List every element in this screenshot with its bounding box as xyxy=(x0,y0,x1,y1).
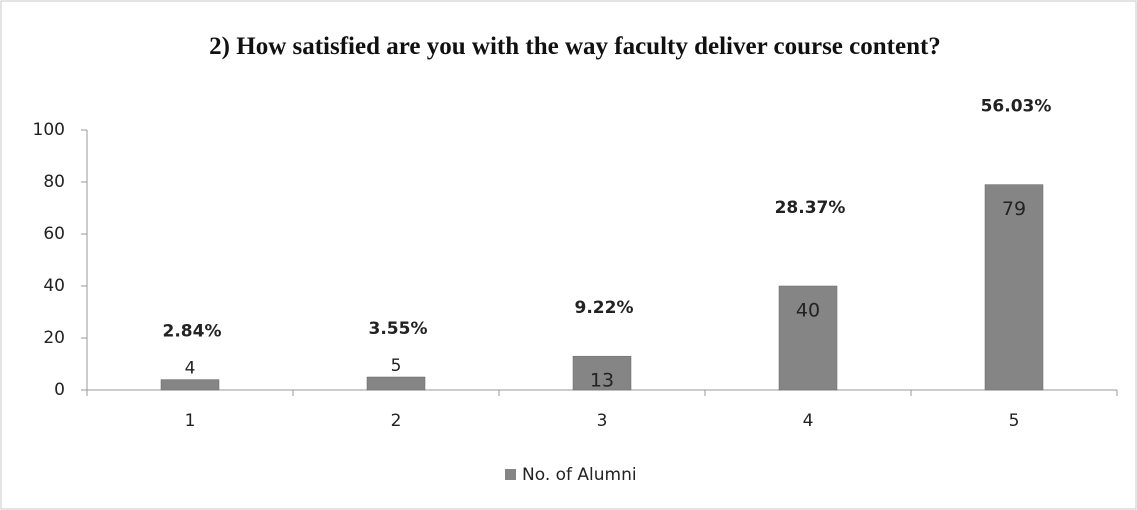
data-label: 4 xyxy=(185,359,196,379)
annotation: 28.37% xyxy=(775,198,846,218)
data-label: 40 xyxy=(796,300,820,322)
data-label: 5 xyxy=(391,356,402,376)
legend-label: No. of Alumni xyxy=(522,465,637,485)
x-tick-label: 1 xyxy=(185,411,196,431)
annotation: 2.84% xyxy=(163,322,222,342)
bar xyxy=(572,355,632,391)
y-tick-label: 20 xyxy=(43,328,65,348)
y-tick-label: 80 xyxy=(43,172,65,192)
legend-swatch xyxy=(505,469,516,480)
data-label: 79 xyxy=(1002,198,1026,220)
y-tick-label: 60 xyxy=(43,224,65,244)
y-tick-label: 40 xyxy=(43,276,65,296)
x-tick-label: 4 xyxy=(803,411,814,431)
chart-title: 2) How satisfied are you with the way fa… xyxy=(209,33,941,60)
bar xyxy=(778,285,838,391)
bar xyxy=(984,184,1044,391)
bar xyxy=(366,376,426,391)
annotation: 9.22% xyxy=(575,298,634,318)
y-tick-label: 100 xyxy=(33,120,65,140)
x-tick-label: 5 xyxy=(1009,411,1020,431)
bar xyxy=(160,379,220,391)
y-tick-label: 0 xyxy=(54,380,65,400)
data-label: 13 xyxy=(590,370,614,392)
x-tick-label: 2 xyxy=(391,411,402,431)
annotation: 56.03% xyxy=(981,97,1052,117)
x-tick-label: 3 xyxy=(597,411,608,431)
annotation: 3.55% xyxy=(369,319,428,339)
